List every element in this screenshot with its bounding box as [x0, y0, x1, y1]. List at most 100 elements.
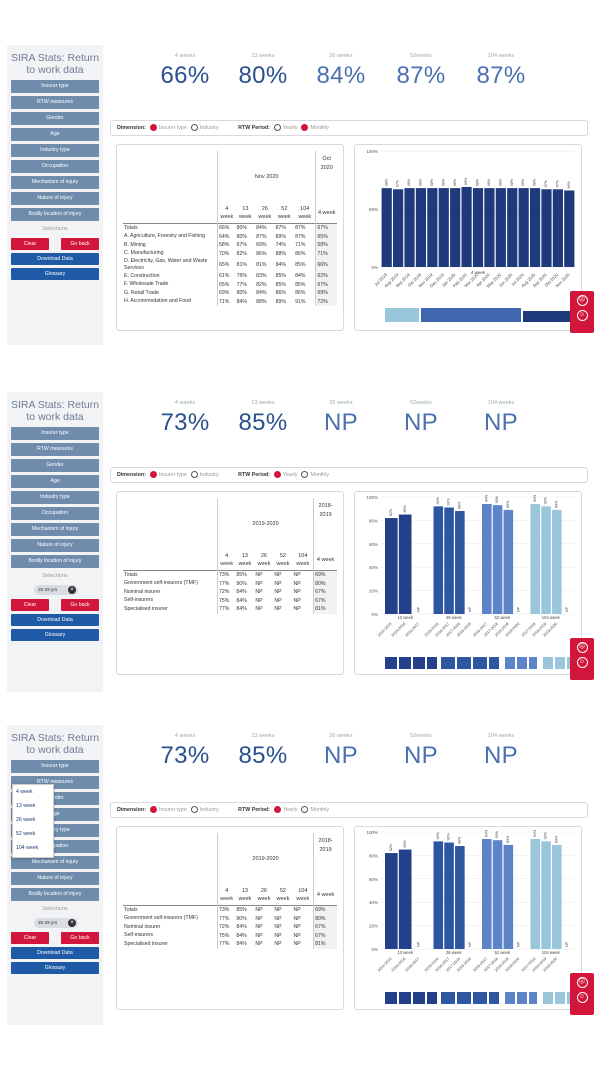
- glossary-button[interactable]: Glossary: [11, 268, 99, 280]
- kpi-label: 4 weeks: [174, 400, 196, 406]
- dashboard-panel: SIRA Stats: Return to work data Insurer t…: [0, 725, 600, 1065]
- dimension-label: Dimension:: [117, 472, 146, 478]
- bar: [530, 504, 541, 614]
- clear-button[interactable]: Clear: [11, 599, 49, 611]
- filter-button[interactable]: Age: [11, 128, 99, 141]
- filter-button[interactable]: Gender: [11, 112, 99, 125]
- glossary-button[interactable]: Glossary: [11, 629, 99, 641]
- filter-button[interactable]: Mechanism of injury: [11, 856, 99, 869]
- range-slider-segment: [473, 657, 487, 669]
- bar-value-label: 92%: [436, 831, 440, 839]
- table-cell: NP: [255, 924, 263, 930]
- radio-yearly[interactable]: [273, 806, 281, 814]
- filter-button[interactable]: RTW measures: [11, 443, 99, 456]
- table-cell: 72%: [219, 589, 230, 595]
- rtw-measures-dropdown[interactable]: 4 week 13 week 26 week 52 week 104 week: [12, 784, 54, 858]
- go-back-button[interactable]: Go back: [61, 599, 99, 611]
- filter-button[interactable]: Gender: [11, 459, 99, 472]
- filter-button[interactable]: Mechanism of injury: [11, 176, 99, 189]
- radio-insurer-type[interactable]: [149, 124, 157, 132]
- clear-button[interactable]: Clear: [11, 238, 49, 250]
- radio-insurer-type[interactable]: [149, 806, 157, 814]
- radio-yearly[interactable]: [273, 124, 281, 132]
- go-back-button[interactable]: Go back: [61, 238, 99, 250]
- filter-button[interactable]: Bodily location of injury: [11, 888, 99, 901]
- sad-face-icon[interactable]: ☹: [576, 295, 588, 306]
- np-label: NP: [517, 606, 521, 612]
- filter-button[interactable]: Nature of injury: [11, 192, 99, 205]
- filter-button[interactable]: Occupation: [11, 507, 99, 520]
- remove-chip-icon[interactable]: ×: [68, 919, 76, 927]
- x-tick-label: 2016-2017: [405, 622, 421, 638]
- dim-option-insurer-type[interactable]: Insurer type: [158, 472, 187, 478]
- bar-value-label: 89%: [554, 835, 558, 843]
- period-option-monthly[interactable]: Monthly: [310, 807, 330, 813]
- sad-face-icon[interactable]: ☹: [576, 642, 588, 653]
- feedback-tab[interactable]: ☹ ☺: [570, 973, 594, 1015]
- glossary-button[interactable]: Glossary: [11, 962, 99, 974]
- radio-monthly[interactable]: [301, 124, 309, 132]
- row-label: Totals: [123, 905, 218, 915]
- bar-value-label: 68%: [453, 178, 457, 186]
- dim-option-industry[interactable]: Industry: [199, 472, 219, 478]
- period-option-monthly[interactable]: Monthly: [310, 472, 330, 478]
- feedback-tab[interactable]: ☹ ☺: [570, 638, 594, 680]
- filter-button[interactable]: Industry type: [11, 491, 99, 504]
- filter-bar: Dimension: Insurer type Industry RTW Perio…: [110, 467, 588, 483]
- rtw-period-label: RTW Period:: [238, 125, 270, 131]
- filter-button[interactable]: Nature of injury: [11, 539, 99, 552]
- remove-chip-icon[interactable]: ×: [68, 586, 76, 594]
- dropdown-option[interactable]: 4 week: [16, 789, 33, 795]
- filter-button[interactable]: Occupation: [11, 160, 99, 173]
- dropdown-option[interactable]: 52 week: [16, 831, 36, 837]
- filter-button[interactable]: Nature of injury: [11, 872, 99, 885]
- filter-button[interactable]: Age: [11, 475, 99, 488]
- feedback-tab[interactable]: ☹ ☺: [570, 291, 594, 333]
- clear-button[interactable]: Clear: [11, 932, 49, 944]
- dropdown-option[interactable]: 13 week: [16, 803, 36, 809]
- bar-value-label: 85%: [403, 505, 407, 513]
- radio-yearly[interactable]: [273, 471, 281, 479]
- dropdown-option[interactable]: 104 week: [16, 845, 39, 851]
- download-data-button[interactable]: Download Data: [11, 614, 99, 626]
- dim-option-insurer-type[interactable]: Insurer type: [158, 125, 187, 131]
- happy-face-icon[interactable]: ☺: [576, 310, 588, 321]
- radio-monthly[interactable]: [301, 806, 309, 814]
- go-back-button[interactable]: Go back: [61, 932, 99, 944]
- bar-value-label: 68%: [384, 178, 388, 186]
- row-label: Specialised insurer: [123, 605, 218, 614]
- range-slider-segment: [427, 657, 437, 669]
- dropdown-option[interactable]: 26 week: [16, 817, 36, 823]
- happy-face-icon[interactable]: ☺: [576, 992, 588, 1003]
- filter-button[interactable]: Insurer type: [11, 80, 99, 93]
- dim-option-insurer-type[interactable]: Insurer type: [158, 807, 187, 813]
- radio-monthly[interactable]: [301, 471, 309, 479]
- dim-option-industry[interactable]: Industry: [199, 125, 219, 131]
- bar: [482, 839, 492, 949]
- radio-industry[interactable]: [190, 806, 198, 814]
- filter-button[interactable]: RTW measures: [11, 96, 99, 109]
- filter-button[interactable]: Industry type: [11, 144, 99, 157]
- filter-button[interactable]: Bodily location of injury: [11, 208, 99, 221]
- period-option-yearly[interactable]: Yearly: [282, 807, 298, 813]
- radio-insurer-type[interactable]: [149, 471, 157, 479]
- row-label: Totals: [123, 223, 218, 233]
- filter-button[interactable]: Mechanism of injury: [11, 523, 99, 536]
- dim-option-industry[interactable]: Industry: [199, 807, 219, 813]
- radio-industry[interactable]: [190, 124, 198, 132]
- sad-face-icon[interactable]: ☹: [576, 977, 588, 988]
- filter-button[interactable]: Insurer type: [11, 760, 99, 773]
- download-data-button[interactable]: Download Data: [11, 947, 99, 959]
- period-option-monthly[interactable]: Monthly: [310, 125, 330, 131]
- download-data-button[interactable]: Download Data: [11, 253, 99, 265]
- column-header: 4 week: [220, 887, 234, 903]
- radio-industry[interactable]: [190, 471, 198, 479]
- np-label: NP: [565, 941, 569, 947]
- kpi-card: 104 weeks NP: [466, 733, 536, 770]
- period-option-yearly[interactable]: Yearly: [282, 472, 298, 478]
- period-option-yearly[interactable]: Yearly: [282, 125, 298, 131]
- filter-button[interactable]: Bodily location of injury: [11, 555, 99, 568]
- filter-button[interactable]: Insurer type: [11, 427, 99, 440]
- range-slider-segment: [555, 657, 565, 669]
- happy-face-icon[interactable]: ☺: [576, 657, 588, 668]
